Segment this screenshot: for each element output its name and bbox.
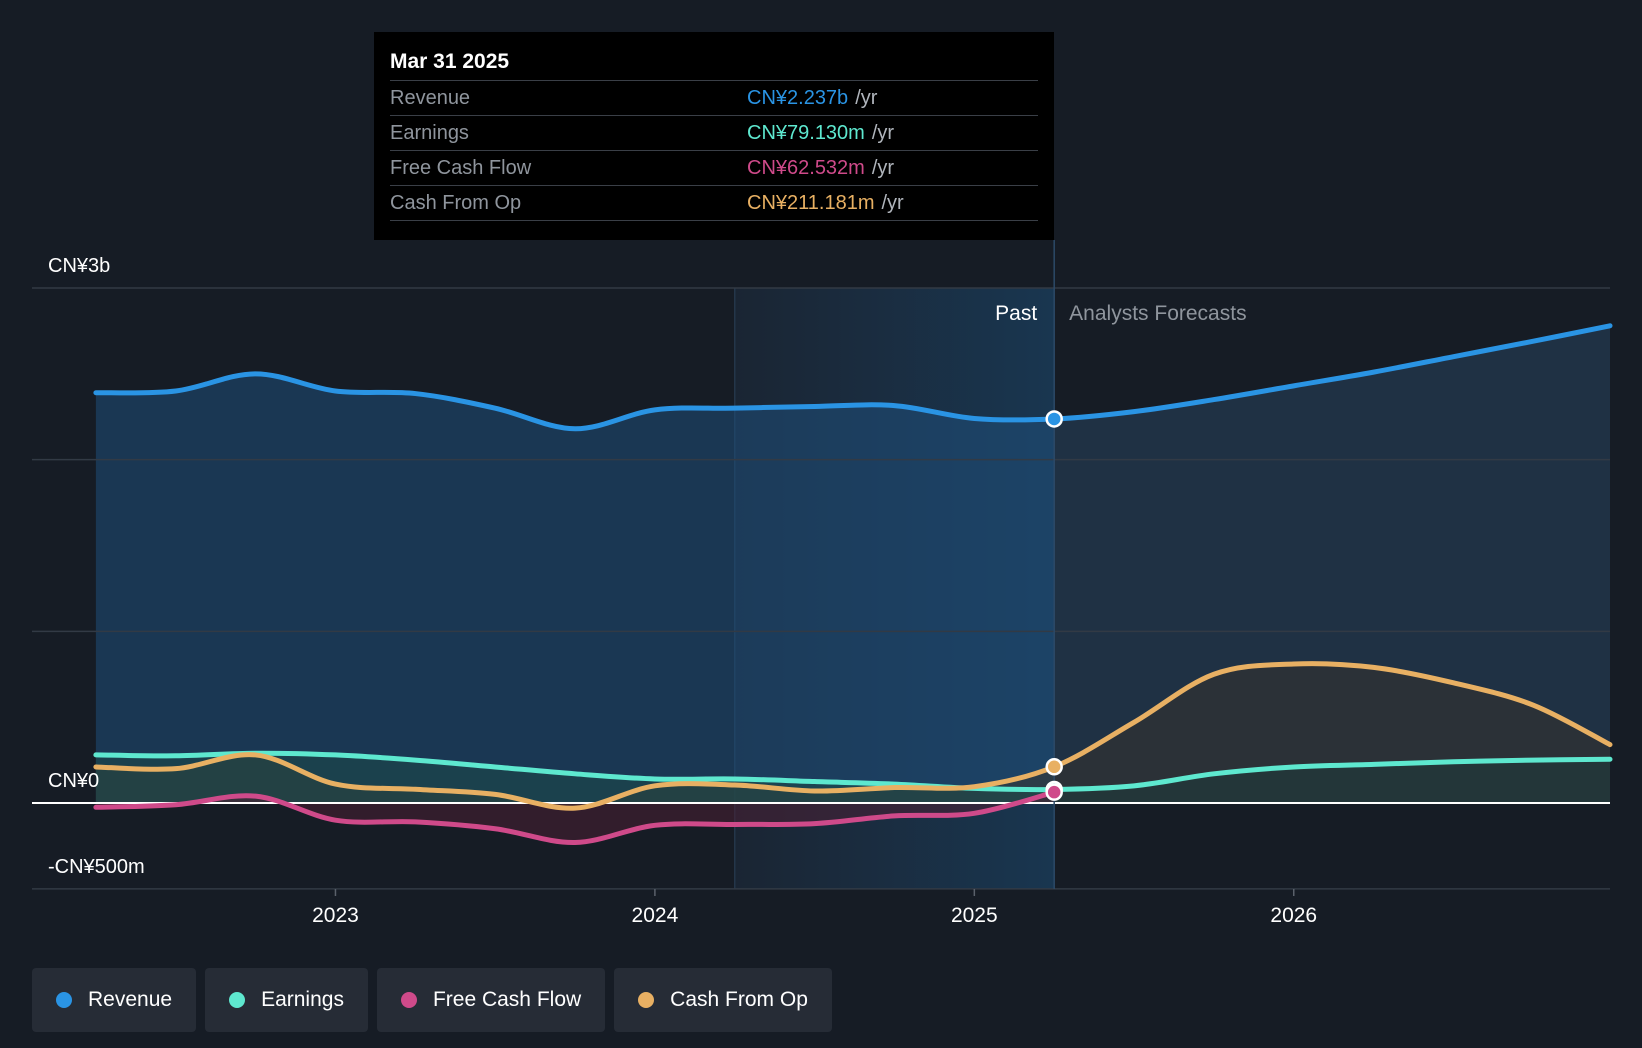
legend-item-free-cash-flow[interactable]: Free Cash Flow (376, 968, 606, 1032)
tooltip-row-free-cash-flow: Free Cash Flow CN¥62.532m /yr (390, 150, 1038, 185)
tooltip: Mar 31 2025 Revenue CN¥2.237b /yr Earnin… (374, 32, 1054, 240)
x-tick-label: 2025 (951, 904, 998, 927)
tooltip-date: Mar 31 2025 (390, 50, 510, 73)
series-lines (93, 323, 1613, 845)
revenue-line (93, 323, 1613, 432)
tooltip-value: CN¥79.130m (747, 122, 865, 144)
free-cash-flow-line (93, 789, 1057, 845)
cash-from-op-point (1045, 758, 1063, 776)
earnings-dot-icon (229, 992, 246, 1008)
tooltip-unit: /yr (871, 122, 895, 144)
past-label: Past (995, 302, 1037, 325)
tooltip-row-cash-from-op: Cash From Op CN¥211.181m /yr (390, 185, 1038, 221)
legend-label: Revenue (88, 988, 173, 1011)
earnings-area-forecast (1054, 759, 1610, 803)
tooltip-unit: /yr (871, 157, 895, 179)
tooltip-row-revenue: Revenue CN¥2.237b /yr (390, 80, 1038, 115)
cash-from-op-line (93, 661, 1613, 811)
y-tick-label: CN¥0 (48, 770, 99, 792)
tooltip-label: Free Cash Flow (390, 157, 532, 179)
legend-label: Free Cash Flow (432, 988, 582, 1011)
free-cash-flow-point (1045, 783, 1063, 801)
axis-labels: CN¥3b CN¥0 -CN¥500m 2023 2024 2025 2026 Past Ana… (48, 255, 1317, 927)
legend-label: Earnings (261, 988, 344, 1011)
y-tick-label: CN¥3b (48, 255, 110, 277)
tooltip-label: Revenue (390, 87, 471, 109)
cash-from-op-dot-icon (638, 992, 655, 1008)
tooltip-label: Cash From Op (390, 192, 522, 214)
x-tick-label: 2024 (632, 904, 679, 927)
series-areas (95, 288, 1610, 889)
tooltip-unit: /yr (855, 87, 878, 109)
revenue-point (1045, 410, 1063, 428)
legend: Revenue Earnings Free Cash Flow Cash Fro… (32, 968, 832, 1032)
gridlines (32, 240, 1610, 890)
y-tick-label: -CN¥500m (48, 856, 145, 878)
free-cash-flow-area-past (95, 792, 1055, 843)
x-tick-label: 2023 (312, 904, 359, 927)
tooltip-value: CN¥2.237b (747, 87, 849, 109)
cursor-markers (1045, 410, 1063, 801)
tooltip-unit: /yr (881, 192, 904, 214)
revenue-dot-icon (56, 992, 72, 1008)
tooltip-label: Earnings (390, 122, 469, 144)
tooltip-value: CN¥211.181m (747, 192, 875, 214)
legend-item-earnings[interactable]: Earnings (205, 968, 368, 1032)
tooltip-row-earnings: Earnings CN¥79.130m /yr (390, 115, 1038, 150)
x-tick-label: 2026 (1270, 904, 1317, 927)
tooltip-value: CN¥62.532m (747, 157, 865, 179)
free-cash-flow-dot-icon (400, 992, 417, 1008)
legend-item-cash-from-op[interactable]: Cash From Op (614, 968, 832, 1032)
legend-item-revenue[interactable]: Revenue (32, 968, 197, 1032)
legend-label: Cash From Op (670, 988, 808, 1011)
forecast-label: Analysts Forecasts (1069, 302, 1246, 325)
earnings-line (93, 750, 1613, 793)
revenue-area-past (95, 373, 1055, 803)
